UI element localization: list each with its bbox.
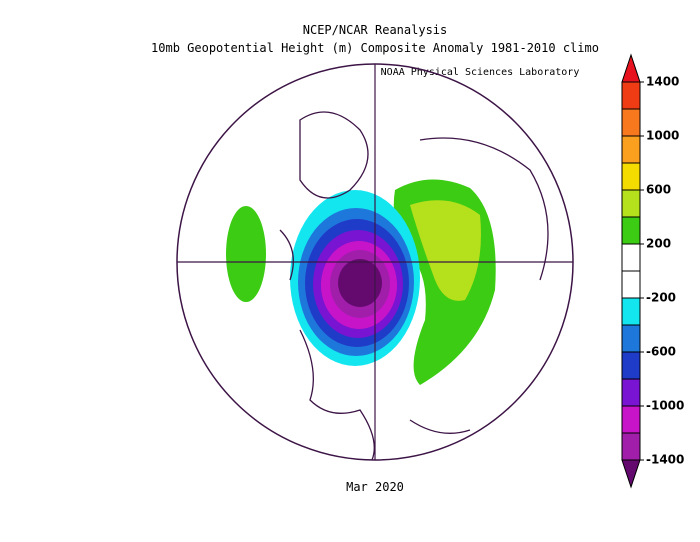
colorbar-label: -1400	[646, 453, 684, 467]
colorbar-box	[621, 351, 641, 380]
colorbar-arrow	[621, 459, 641, 489]
colorbar-box	[621, 243, 641, 272]
colorbar: 1400 1000 600 200 -200 -600 -1000 -1400	[621, 53, 684, 489]
subtitle: 10mb Geopotential Height (m) Composite A…	[151, 41, 599, 55]
colorbar-label: -200	[646, 291, 676, 305]
colorbar-box	[621, 108, 641, 137]
colorbar-box	[621, 189, 641, 218]
colorbar-label: 200	[646, 237, 671, 251]
period: Mar 2020	[346, 480, 404, 494]
colorbar-box	[621, 135, 641, 164]
colorbar-arrow	[621, 53, 641, 83]
colorbar-box	[621, 432, 641, 461]
colorbar-label: 600	[646, 183, 671, 197]
title: NCEP/NCAR Reanalysis	[303, 23, 448, 37]
colorbar-box	[621, 216, 641, 245]
colorbar-label: 1000	[646, 129, 679, 143]
colorbar-box	[621, 270, 641, 299]
colorbar-box	[621, 324, 641, 353]
colorbar-box	[621, 378, 641, 407]
credit: NOAA Physical Sciences Laboratory	[381, 67, 580, 78]
colorbar-box	[621, 81, 641, 110]
colorbar-label: -1000	[646, 399, 684, 413]
colorbar-box	[621, 162, 641, 191]
map	[176, 63, 574, 461]
colorbar-box	[621, 405, 641, 434]
colorbar-label: 1400	[646, 75, 679, 89]
colorbar-box	[621, 297, 641, 326]
colorbar-label: -600	[646, 345, 676, 359]
